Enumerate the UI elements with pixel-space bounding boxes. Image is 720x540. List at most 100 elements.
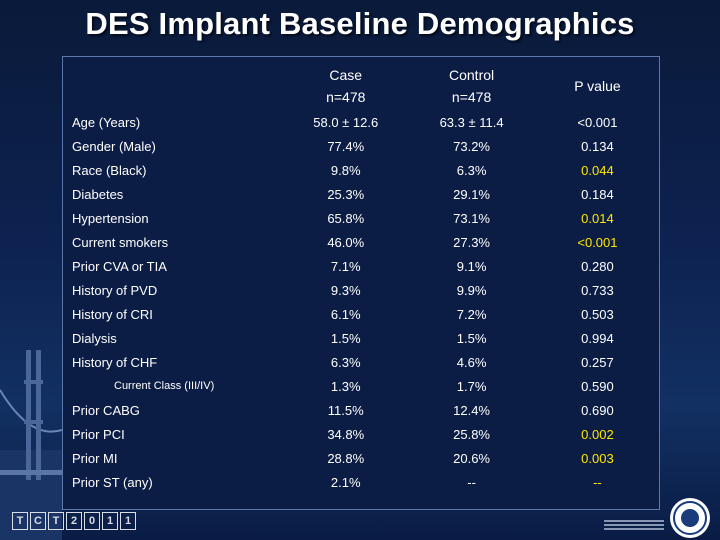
table-row: Age (Years) 58.0 ± 12.6 63.3 ± 11.4 <0.001 bbox=[72, 110, 658, 134]
logo-letter: 1 bbox=[120, 512, 136, 530]
p-value: 0.590 bbox=[537, 374, 658, 398]
p-value: 0.257 bbox=[537, 350, 658, 374]
header-blank bbox=[72, 62, 285, 110]
p-value: 0.184 bbox=[537, 182, 658, 206]
control-value: 73.2% bbox=[406, 134, 537, 158]
control-value: 4.6% bbox=[406, 350, 537, 374]
logo-letter: 2 bbox=[66, 512, 82, 530]
control-value: 27.3% bbox=[406, 230, 537, 254]
control-value: 73.1% bbox=[406, 206, 537, 230]
control-value: 25.8% bbox=[406, 422, 537, 446]
case-value: 25.3% bbox=[285, 182, 406, 206]
case-value: 65.8% bbox=[285, 206, 406, 230]
table-row: Gender (Male) 77.4% 73.2% 0.134 bbox=[72, 134, 658, 158]
logo-letter: 1 bbox=[102, 512, 118, 530]
sponsor-fine-print bbox=[604, 518, 664, 532]
header-case-line2: n=478 bbox=[285, 86, 406, 108]
table-row: Race (Black) 9.8% 6.3% 0.044 bbox=[72, 158, 658, 182]
row-label: History of CHF bbox=[72, 350, 285, 374]
case-value: 28.8% bbox=[285, 446, 406, 470]
table-header-row: Case n=478 Control n=478 P value bbox=[72, 62, 658, 110]
p-value: 0.690 bbox=[537, 398, 658, 422]
control-value: 1.7% bbox=[406, 374, 537, 398]
row-label: Current Class (III/IV) bbox=[72, 374, 285, 398]
p-value: <0.001 bbox=[537, 230, 658, 254]
table-row: Prior CVA or TIA 7.1% 9.1% 0.280 bbox=[72, 254, 658, 278]
control-value: 12.4% bbox=[406, 398, 537, 422]
case-value: 6.3% bbox=[285, 350, 406, 374]
case-value: 46.0% bbox=[285, 230, 406, 254]
control-value: 63.3 ± 11.4 bbox=[406, 110, 537, 134]
header-p-value: P value bbox=[537, 62, 658, 110]
table-row: Diabetes 25.3% 29.1% 0.184 bbox=[72, 182, 658, 206]
case-value: 34.8% bbox=[285, 422, 406, 446]
control-value: 29.1% bbox=[406, 182, 537, 206]
table-row: Prior CABG 11.5% 12.4% 0.690 bbox=[72, 398, 658, 422]
row-label: Hypertension bbox=[72, 206, 285, 230]
logo-letter: T bbox=[48, 512, 64, 530]
row-label: Prior CVA or TIA bbox=[72, 254, 285, 278]
row-label: Age (Years) bbox=[72, 110, 285, 134]
row-label: Current smokers bbox=[72, 230, 285, 254]
row-label: History of CRI bbox=[72, 302, 285, 326]
p-value: 0.733 bbox=[537, 278, 658, 302]
control-value: 7.2% bbox=[406, 302, 537, 326]
table-row: Prior MI 28.8% 20.6% 0.003 bbox=[72, 446, 658, 470]
control-value: 1.5% bbox=[406, 326, 537, 350]
row-label: Diabetes bbox=[72, 182, 285, 206]
case-value: 77.4% bbox=[285, 134, 406, 158]
row-label: Dialysis bbox=[72, 326, 285, 350]
header-case-line1: Case bbox=[285, 64, 406, 86]
table-row: Current smokers 46.0% 27.3% <0.001 bbox=[72, 230, 658, 254]
control-value: 20.6% bbox=[406, 446, 537, 470]
control-value: 9.9% bbox=[406, 278, 537, 302]
table-row: Prior ST (any) 2.1% -- -- bbox=[72, 470, 658, 494]
header-control-line2: n=478 bbox=[406, 86, 537, 108]
table-row: Prior PCI 34.8% 25.8% 0.002 bbox=[72, 422, 658, 446]
row-label: Prior MI bbox=[72, 446, 285, 470]
table-row: History of CHF 6.3% 4.6% 0.257 bbox=[72, 350, 658, 374]
p-value: 0.014 bbox=[537, 206, 658, 230]
row-label: Prior PCI bbox=[72, 422, 285, 446]
row-label: Prior ST (any) bbox=[72, 470, 285, 494]
logo-letter: 0 bbox=[84, 512, 100, 530]
demographics-table: Case n=478 Control n=478 P value Age (Ye… bbox=[72, 62, 658, 494]
case-value: 9.8% bbox=[285, 158, 406, 182]
logo-letter: T bbox=[12, 512, 28, 530]
table-row: History of PVD 9.3% 9.9% 0.733 bbox=[72, 278, 658, 302]
logo-letter: C bbox=[30, 512, 46, 530]
p-value: 0.994 bbox=[537, 326, 658, 350]
row-label: Gender (Male) bbox=[72, 134, 285, 158]
table-row: Hypertension 65.8% 73.1% 0.014 bbox=[72, 206, 658, 230]
p-value: 0.503 bbox=[537, 302, 658, 326]
p-value: 0.280 bbox=[537, 254, 658, 278]
case-value: 9.3% bbox=[285, 278, 406, 302]
table-row: History of CRI 6.1% 7.2% 0.503 bbox=[72, 302, 658, 326]
header-control: Control n=478 bbox=[406, 62, 537, 110]
slide-title: DES Implant Baseline Demographics bbox=[0, 6, 720, 42]
case-value: 58.0 ± 12.6 bbox=[285, 110, 406, 134]
case-value: 1.3% bbox=[285, 374, 406, 398]
p-value: <0.001 bbox=[537, 110, 658, 134]
p-value: 0.002 bbox=[537, 422, 658, 446]
case-value: 7.1% bbox=[285, 254, 406, 278]
control-value: -- bbox=[406, 470, 537, 494]
p-value: 0.003 bbox=[537, 446, 658, 470]
control-value: 9.1% bbox=[406, 254, 537, 278]
institution-seal-logo bbox=[668, 496, 712, 540]
case-value: 2.1% bbox=[285, 470, 406, 494]
row-label: Race (Black) bbox=[72, 158, 285, 182]
header-case: Case n=478 bbox=[285, 62, 406, 110]
golden-gate-bridge-graphic bbox=[0, 330, 62, 540]
header-control-line1: Control bbox=[406, 64, 537, 86]
p-value: 0.044 bbox=[537, 158, 658, 182]
p-value: -- bbox=[537, 470, 658, 494]
case-value: 1.5% bbox=[285, 326, 406, 350]
table-row: Dialysis 1.5% 1.5% 0.994 bbox=[72, 326, 658, 350]
p-value: 0.134 bbox=[537, 134, 658, 158]
case-value: 6.1% bbox=[285, 302, 406, 326]
table-row: Current Class (III/IV) 1.3% 1.7% 0.590 bbox=[72, 374, 658, 398]
row-label: Prior CABG bbox=[72, 398, 285, 422]
control-value: 6.3% bbox=[406, 158, 537, 182]
